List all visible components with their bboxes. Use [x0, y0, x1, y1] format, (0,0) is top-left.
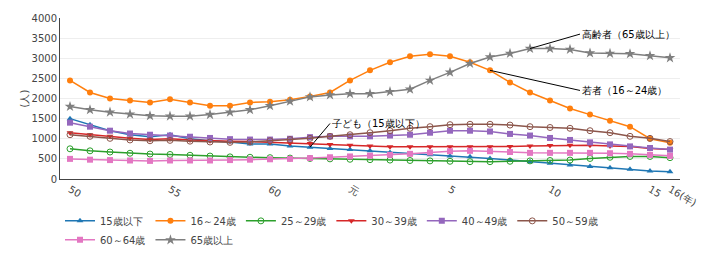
- svg-text:15: 15: [647, 184, 664, 200]
- svg-text:16(年): 16(年): [667, 184, 699, 209]
- svg-text:若者（16～24歳）: 若者（16～24歳）: [582, 85, 667, 96]
- svg-text:500: 500: [38, 153, 57, 164]
- svg-text:1500: 1500: [32, 113, 57, 124]
- svg-text:3000: 3000: [32, 53, 57, 64]
- svg-text:2500: 2500: [32, 73, 57, 84]
- svg-text:2000: 2000: [32, 93, 57, 104]
- svg-text:高齢者（65歳以上）: 高齢者（65歳以上）: [582, 29, 675, 40]
- svg-text:16～24歳: 16～24歳: [190, 216, 235, 227]
- svg-text:5: 5: [447, 184, 458, 197]
- svg-text:30～39歳: 30～39歳: [371, 216, 416, 227]
- svg-text:50: 50: [67, 184, 84, 200]
- svg-text:25～29歳: 25～29歳: [281, 216, 326, 227]
- svg-text:子ども（15歳以下）: 子ども（15歳以下）: [332, 118, 425, 129]
- svg-text:50～59歳: 50～59歳: [552, 216, 597, 227]
- svg-text:3500: 3500: [32, 33, 57, 44]
- svg-text:(人): (人): [19, 90, 30, 108]
- svg-text:元: 元: [347, 184, 361, 199]
- svg-text:60: 60: [267, 184, 284, 200]
- svg-text:55: 55: [167, 184, 184, 200]
- svg-text:40～49歳: 40～49歳: [462, 216, 507, 227]
- svg-text:15歳以下: 15歳以下: [100, 216, 143, 227]
- svg-text:1000: 1000: [32, 133, 57, 144]
- svg-text:10: 10: [547, 184, 564, 200]
- svg-text:65歳以上: 65歳以上: [190, 235, 233, 246]
- svg-text:0: 0: [51, 174, 57, 185]
- svg-text:4000: 4000: [32, 13, 57, 24]
- svg-text:60～64歳: 60～64歳: [100, 235, 145, 246]
